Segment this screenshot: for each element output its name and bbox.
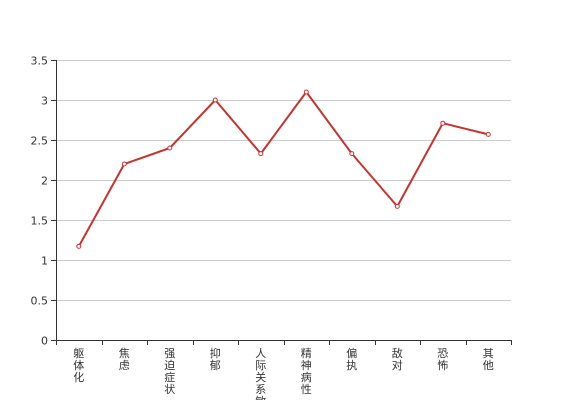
data-point[interactable] [76, 243, 82, 249]
x-category-label: 其他 [483, 347, 494, 372]
y-axis-tick-labels: 0 0.5 1 1.5 2 2.5 3 3.5 [31, 55, 49, 348]
data-point[interactable] [121, 161, 127, 167]
y-tick-label: 0.5 [31, 295, 49, 308]
x-category-label: 抑郁 [210, 346, 221, 372]
x-category-label: 强迫症状 [164, 347, 175, 396]
data-point[interactable] [440, 120, 446, 126]
x-category-label: 人际关系敏感 [255, 347, 266, 400]
x-category-label: 偏执 [346, 346, 357, 372]
data-point[interactable] [303, 89, 309, 95]
x-category-label: 焦虑 [119, 347, 130, 372]
x-category-label: 恐怖 [437, 347, 448, 372]
y-tick-label: 1.5 [31, 215, 49, 228]
y-tick-label: 1 [41, 255, 48, 268]
series-layer [76, 89, 491, 249]
x-category-label: 敌对 [392, 346, 403, 372]
y-tick-label: 3 [41, 95, 48, 108]
x-axis-category-labels: 躯体化 焦虑 强迫症状 抑郁 人际关系敏感 精神病性 偏执 敌对 恐怖 其他 [73, 346, 494, 400]
x-category-label: 躯体化 [73, 347, 84, 384]
axes [51, 60, 512, 345]
grid-lines [56, 60, 511, 301]
data-point[interactable] [485, 131, 491, 137]
x-category-label: 精神病性 [301, 347, 312, 396]
data-point[interactable] [212, 97, 218, 103]
y-tick-label: 2 [41, 175, 48, 188]
y-tick-label: 0 [41, 335, 48, 348]
data-point[interactable] [394, 203, 400, 209]
y-tick-label: 2.5 [31, 135, 49, 148]
data-point[interactable] [258, 151, 264, 157]
y-tick-label: 3.5 [31, 55, 49, 68]
data-point[interactable] [167, 145, 173, 151]
series-line [77, 91, 489, 247]
data-point[interactable] [349, 151, 355, 157]
